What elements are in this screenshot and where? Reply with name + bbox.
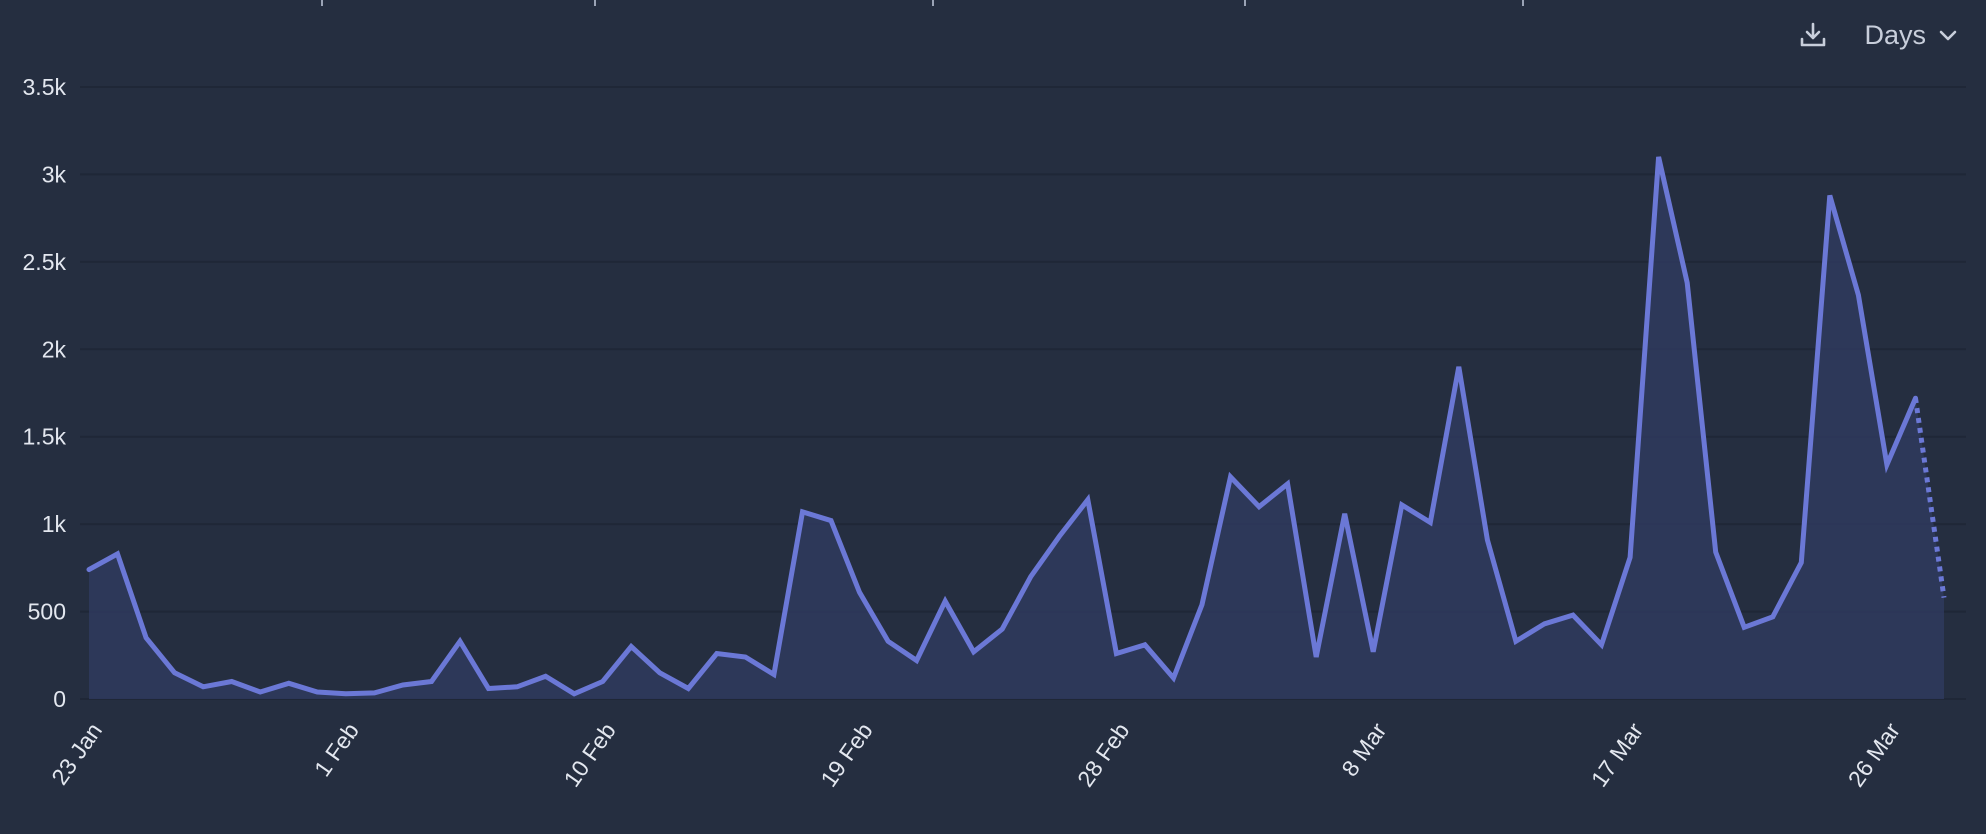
- period-dropdown-label: Days: [1864, 19, 1926, 50]
- data-point[interactable]: [340, 688, 352, 700]
- x-tick-label: 1 Feb: [309, 718, 364, 781]
- data-point[interactable]: [1339, 508, 1351, 520]
- x-tick-label: 28 Feb: [1072, 718, 1134, 792]
- data-point[interactable]: [1367, 646, 1379, 658]
- top-axis-ticks: [321, 0, 1524, 6]
- data-point[interactable]: [797, 506, 809, 518]
- data-point[interactable]: [1396, 499, 1408, 511]
- area-layer: [89, 156, 1944, 699]
- data-point[interactable]: [197, 681, 209, 693]
- data-point[interactable]: [1139, 639, 1151, 651]
- data-point[interactable]: [568, 688, 580, 700]
- data-point[interactable]: [1824, 189, 1836, 201]
- data-point[interactable]: [911, 655, 923, 667]
- data-point[interactable]: [1082, 494, 1094, 506]
- y-tick-label: 2k: [42, 336, 67, 362]
- data-point[interactable]: [739, 651, 751, 663]
- data-point[interactable]: [1453, 361, 1465, 373]
- data-point[interactable]: [511, 681, 523, 693]
- x-tick-label: 8 Mar: [1336, 718, 1391, 781]
- data-point[interactable]: [1910, 392, 1922, 404]
- data-point[interactable]: [625, 641, 637, 653]
- y-tick-label: 3.5k: [23, 74, 67, 100]
- y-tick-label: 500: [28, 599, 66, 625]
- data-point[interactable]: [1424, 516, 1436, 528]
- data-point[interactable]: [882, 635, 894, 647]
- data-point[interactable]: [540, 670, 552, 682]
- chart-toolbar: Days: [1796, 18, 1958, 52]
- x-tick-label: 19 Feb: [815, 718, 877, 792]
- data-point[interactable]: [1881, 459, 1893, 471]
- data-point[interactable]: [768, 669, 780, 681]
- data-point[interactable]: [1282, 478, 1294, 490]
- data-point[interactable]: [112, 548, 124, 560]
- data-point[interactable]: [654, 667, 666, 679]
- y-tick-label: 0: [53, 686, 66, 712]
- line-layer: [83, 151, 1950, 700]
- data-point[interactable]: [226, 676, 238, 688]
- data-point[interactable]: [1539, 618, 1551, 630]
- data-point[interactable]: [1310, 651, 1322, 663]
- data-point[interactable]: [1767, 611, 1779, 623]
- data-point[interactable]: [1681, 277, 1693, 289]
- x-tick-label: 17 Mar: [1586, 718, 1649, 792]
- y-tick-label: 1k: [42, 511, 67, 537]
- data-point[interactable]: [368, 687, 380, 699]
- y-tick-label: 3k: [42, 161, 67, 187]
- y-tick-label: 2.5k: [23, 249, 67, 275]
- data-point[interactable]: [682, 683, 694, 695]
- data-point[interactable]: [397, 679, 409, 691]
- series-line-projected: [1913, 397, 1947, 598]
- data-point[interactable]: [1567, 609, 1579, 621]
- data-point[interactable]: [1510, 635, 1522, 647]
- data-point[interactable]: [1795, 557, 1807, 569]
- data-point[interactable]: [1253, 501, 1265, 513]
- y-tick-label: 1.5k: [23, 424, 67, 450]
- x-axis-labels: 23 Jan 1 Feb 10 Feb 19 Feb 28 Feb 8 Mar 17 Mar…: [46, 718, 1905, 792]
- data-point[interactable]: [968, 646, 980, 658]
- data-point[interactable]: [311, 686, 323, 698]
- data-point[interactable]: [1025, 571, 1037, 583]
- data-point[interactable]: [1481, 534, 1493, 546]
- data-point[interactable]: [283, 677, 295, 689]
- data-point[interactable]: [1596, 639, 1608, 651]
- data-point[interactable]: [597, 676, 609, 688]
- download-icon: [1801, 22, 1826, 47]
- data-point[interactable]: [483, 683, 495, 695]
- data-point[interactable]: [1225, 471, 1237, 483]
- data-point[interactable]: [1738, 621, 1750, 633]
- period-dropdown[interactable]: Days: [1864, 20, 1958, 51]
- data-point[interactable]: [939, 595, 951, 607]
- chevron-down-icon: [1939, 30, 1957, 41]
- data-point[interactable]: [1624, 551, 1636, 563]
- data-point[interactable]: [1110, 648, 1122, 660]
- x-tick-label: 26 Mar: [1843, 718, 1906, 792]
- data-point[interactable]: [1938, 592, 1950, 604]
- series-line: [86, 156, 1918, 697]
- data-point[interactable]: [1053, 530, 1065, 542]
- download-button[interactable]: [1796, 18, 1830, 52]
- data-point[interactable]: [1196, 599, 1208, 611]
- data-point[interactable]: [426, 676, 438, 688]
- data-point[interactable]: [996, 623, 1008, 635]
- x-tick-label: 23 Jan: [46, 718, 107, 789]
- y-axis-labels: 0 500 1k 1.5k 2k 2.5k 3k 3.5k: [23, 74, 67, 712]
- data-point[interactable]: [1653, 151, 1665, 163]
- data-point[interactable]: [83, 564, 95, 576]
- data-point[interactable]: [140, 632, 152, 644]
- data-point[interactable]: [711, 648, 723, 660]
- data-point[interactable]: [854, 586, 866, 598]
- data-point[interactable]: [169, 667, 181, 679]
- x-tick-label: 10 Feb: [558, 718, 620, 792]
- data-point[interactable]: [1710, 546, 1722, 558]
- data-point[interactable]: [454, 635, 466, 647]
- area-fill: [89, 156, 1944, 699]
- data-point[interactable]: [825, 515, 837, 527]
- data-point[interactable]: [1852, 289, 1864, 301]
- data-point[interactable]: [254, 686, 266, 698]
- data-point[interactable]: [1168, 672, 1180, 684]
